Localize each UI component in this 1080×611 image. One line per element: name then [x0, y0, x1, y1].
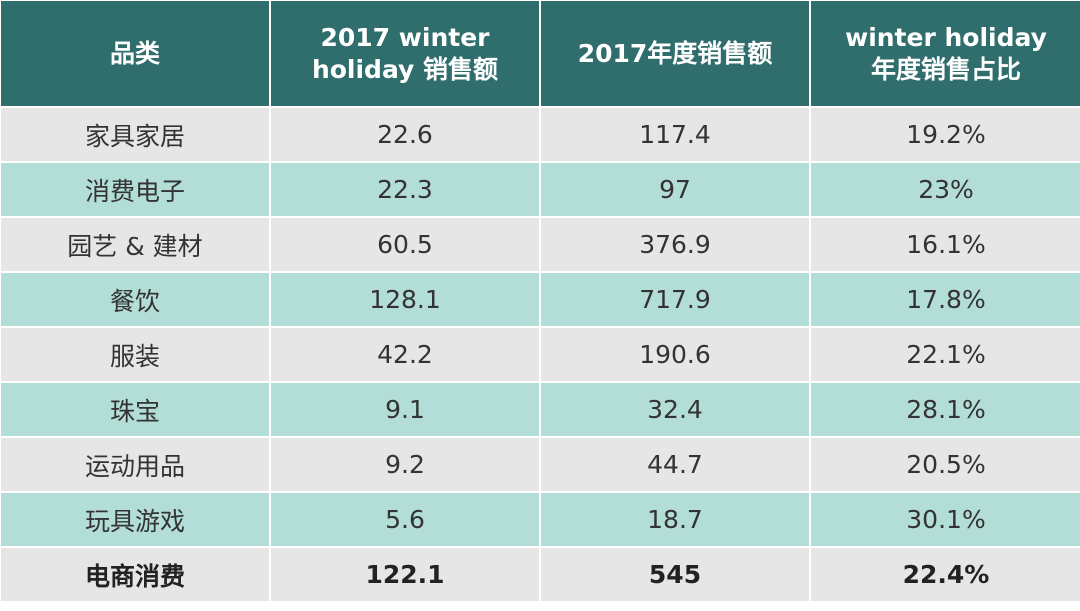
table-cell: 22.6	[271, 108, 539, 161]
table-cell: 电商消费	[1, 548, 269, 601]
table-cell: 消费电子	[1, 163, 269, 216]
header-text: 2017 winter	[320, 22, 490, 52]
table-cell: 60.5	[271, 218, 539, 271]
table-cell: 32.4	[541, 383, 809, 436]
table-cell: 19.2%	[811, 108, 1080, 161]
table-cell: 玩具游戏	[1, 493, 269, 546]
header-text: 2017年度销售额	[577, 38, 773, 68]
table-cell: 18.7	[541, 493, 809, 546]
table-cell: 28.1%	[811, 383, 1080, 436]
table-cell: 128.1	[271, 273, 539, 326]
table-cell: 44.7	[541, 438, 809, 491]
table-cell: 23%	[811, 163, 1080, 216]
table-cell: 16.1%	[811, 218, 1080, 271]
table-cell: 9.1	[271, 383, 539, 436]
table-cell: 117.4	[541, 108, 809, 161]
table-cell: 717.9	[541, 273, 809, 326]
header-cell: winter holiday 年度销售占比	[811, 1, 1080, 106]
header-cell: 2017年度销售额	[541, 1, 809, 106]
table-cell: 30.1%	[811, 493, 1080, 546]
table-cell: 17.8%	[811, 273, 1080, 326]
table-cell: 190.6	[541, 328, 809, 381]
header-text: 品类	[109, 38, 160, 68]
table-cell: 5.6	[271, 493, 539, 546]
header-cell: 品类	[1, 1, 269, 106]
table-cell: 家具家居	[1, 108, 269, 161]
table-cell: 20.5%	[811, 438, 1080, 491]
table-cell: 376.9	[541, 218, 809, 271]
table-cell: 9.2	[271, 438, 539, 491]
table-cell: 545	[541, 548, 809, 601]
header-text: holiday 销售额	[311, 54, 499, 84]
header-text: 年度销售占比	[870, 54, 1021, 84]
table-cell: 珠宝	[1, 383, 269, 436]
table-cell: 园艺 & 建材	[1, 218, 269, 271]
table-cell: 22.4%	[811, 548, 1080, 601]
table-cell: 服装	[1, 328, 269, 381]
table-cell: 22.1%	[811, 328, 1080, 381]
header-text: winter holiday	[845, 22, 1047, 52]
table-cell: 运动用品	[1, 438, 269, 491]
table-cell: 22.3	[271, 163, 539, 216]
table-cell: 餐饮	[1, 273, 269, 326]
table-cell: 97	[541, 163, 809, 216]
table-cell: 122.1	[271, 548, 539, 601]
header-cell: 2017 winter holiday 销售额	[271, 1, 539, 106]
table-cell: 42.2	[271, 328, 539, 381]
